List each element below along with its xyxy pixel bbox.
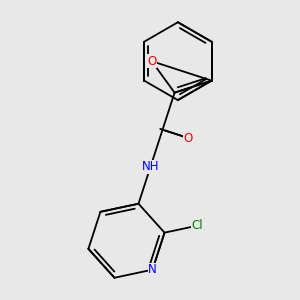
Text: O: O: [184, 132, 193, 145]
Text: NH: NH: [142, 160, 159, 173]
Text: O: O: [147, 55, 156, 68]
Text: Cl: Cl: [191, 219, 203, 232]
Text: N: N: [148, 263, 157, 276]
